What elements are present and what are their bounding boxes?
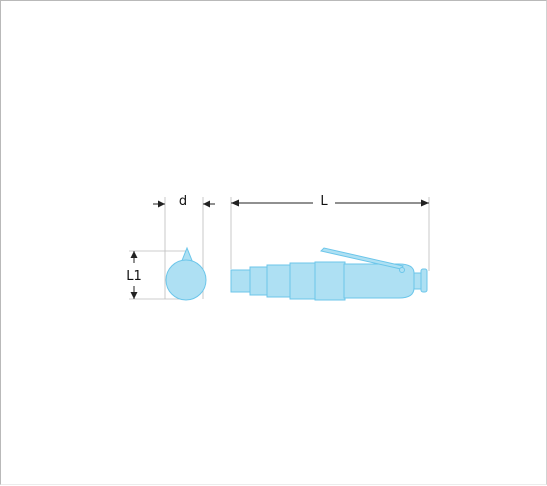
tool-air-inlet <box>420 268 428 293</box>
l1-label: L1 <box>126 269 142 284</box>
l-label: L <box>320 194 328 209</box>
tool-segment-4 <box>289 262 317 300</box>
d-arrow-left <box>158 200 165 208</box>
tool-segment-2 <box>249 266 269 296</box>
d-label: d <box>179 194 187 209</box>
end-view: d L1 <box>126 194 215 301</box>
l-arrow-left <box>231 199 239 207</box>
l-arrow-right <box>421 199 429 207</box>
side-view: L <box>230 194 430 301</box>
tool-nose-segment <box>230 269 252 293</box>
d-arrow-right <box>203 200 210 208</box>
tool-end-circle <box>165 259 207 301</box>
l1-arrow-top <box>130 251 138 258</box>
tool-segment-5 <box>314 261 346 301</box>
tool-segment-3 <box>266 264 292 298</box>
tool-pivot <box>399 267 405 273</box>
tool-throttle-lever <box>320 247 404 270</box>
l1-arrow-bottom <box>130 292 138 299</box>
